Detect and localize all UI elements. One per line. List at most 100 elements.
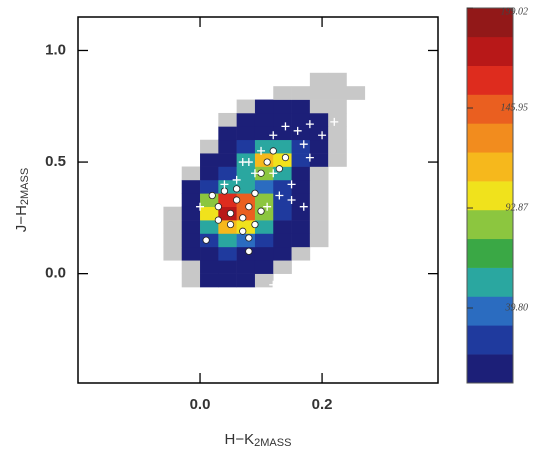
scatter-circle [233, 185, 241, 193]
heat-cell [309, 193, 329, 207]
scatter-cross [257, 146, 266, 155]
y-label-main: J−H [13, 205, 30, 232]
heat-cell [218, 112, 237, 127]
heat-cell [291, 139, 311, 154]
scatter-circle [220, 187, 229, 195]
colorbar-band [467, 65, 513, 95]
heat-cell [181, 273, 201, 288]
heat-cell [218, 260, 237, 274]
y-tick-label: 0.5 [45, 153, 66, 170]
colorbar-tick-label: 92.87 [506, 202, 530, 213]
colorbar-band [467, 94, 513, 124]
heat-cell [273, 246, 292, 261]
heat-cell [273, 260, 292, 274]
scatter-circle [263, 158, 271, 166]
heat-cell [328, 126, 347, 141]
colorbar-band [467, 123, 513, 153]
heat-cell [291, 233, 311, 248]
colorbar-band [467, 354, 513, 384]
heat-cell [236, 233, 256, 248]
scatter-cross [269, 131, 278, 140]
heat-cell [254, 179, 274, 194]
heat-cell [291, 153, 311, 167]
y-tick-label: 1.0 [45, 41, 66, 58]
heat-cell [309, 72, 329, 87]
heat-cell [181, 193, 201, 207]
colorbar-band [467, 8, 513, 38]
heat-cell [291, 166, 311, 181]
heat-cell [254, 273, 274, 288]
heat-cell [181, 206, 201, 221]
heat-cell [254, 99, 274, 114]
heat-cell [254, 246, 274, 261]
heat-cell [218, 139, 237, 154]
heat-cell [273, 233, 292, 248]
scatter-cross [269, 169, 278, 178]
scatter-cross [287, 196, 296, 204]
heat-cell [273, 220, 292, 234]
heat-cell [291, 112, 311, 127]
heat-cell [163, 246, 183, 261]
heat-cell [200, 220, 219, 234]
heat-cell [200, 246, 219, 261]
heat-cell [309, 126, 329, 141]
scatter-cross [275, 191, 284, 200]
heat-cell [181, 260, 201, 274]
scatter-cross [330, 117, 339, 126]
scatter-cross [299, 140, 308, 149]
colorbar-band [467, 296, 513, 326]
heat-cell [273, 193, 292, 207]
colorbar-frame [466, 7, 514, 384]
heat-cell [328, 112, 347, 127]
heat-cell [309, 99, 329, 114]
colorbar-band [467, 325, 513, 355]
scatter-cross [196, 202, 205, 211]
heat-cell [273, 153, 292, 167]
heat-cell [273, 126, 292, 141]
heat-cell [291, 220, 311, 234]
scatter-circle [214, 216, 222, 224]
scatter-cross [281, 122, 290, 131]
heat-cell [291, 179, 311, 194]
scatter-circle [239, 227, 247, 235]
scatter-circle [245, 203, 253, 211]
heat-cell [200, 179, 219, 194]
x-label-main: H−K [225, 431, 255, 448]
scatter-circle [275, 165, 283, 173]
heat-cell [273, 179, 292, 194]
heat-cell [309, 179, 329, 194]
heat-cell [236, 179, 256, 194]
scatter-cross [263, 202, 272, 211]
colorbar-band [467, 36, 513, 66]
heat-cell [309, 233, 329, 248]
heat-cell [163, 206, 183, 221]
heat-cell [291, 126, 311, 141]
heat-cell [309, 139, 329, 154]
scatter-cross [293, 126, 302, 135]
heat-cell [181, 233, 201, 248]
scatter-circle [214, 203, 222, 211]
scatter-circle [226, 209, 235, 217]
heat-cell [218, 193, 237, 207]
x-tick-label: 0.0 [190, 396, 211, 413]
heat-cell [328, 153, 347, 167]
colorbar-tick-label: 199.02 [501, 6, 529, 17]
colorbar-band [467, 209, 513, 240]
heat-cell [200, 139, 219, 154]
heat-cell [254, 206, 274, 221]
heat-cell [328, 139, 347, 154]
heat-cell [218, 126, 237, 141]
heat-cell [291, 206, 311, 221]
scatter-circle [251, 189, 259, 197]
scatter-circle [245, 234, 253, 242]
colorbar-band [467, 152, 513, 182]
heat-cell [236, 273, 256, 288]
scatter-circle [226, 220, 235, 229]
heat-cell [291, 86, 311, 100]
heat-cell [309, 153, 329, 167]
heat-cell [181, 179, 201, 194]
heat-cell [254, 139, 274, 154]
heat-cell [273, 86, 292, 100]
